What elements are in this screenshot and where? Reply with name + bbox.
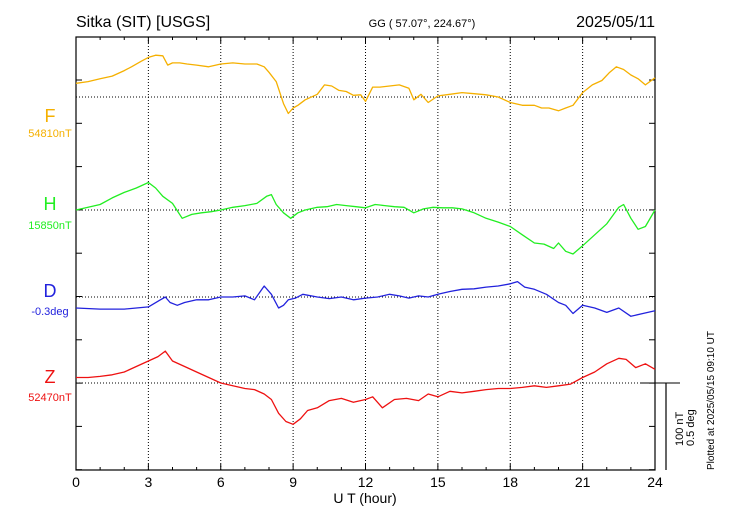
- series-label-layer: F 54810nT H 15850nT D -0.3deg Z 52470nT: [28, 106, 72, 404]
- series-baseline-F: 54810nT: [28, 128, 72, 140]
- series-line-H: [75, 181, 656, 255]
- x-tick-label-3: 3: [144, 474, 152, 490]
- series-line-Z: [76, 350, 656, 425]
- x-tick-label-9: 9: [289, 474, 297, 490]
- series-line-D: [75, 280, 656, 317]
- series-line-F: [75, 54, 656, 115]
- series-name-D: D: [44, 281, 57, 301]
- axis-layer: 0 3 6 9 12 15 18 21 24: [72, 36, 663, 490]
- series-baseline-H: 15850nT: [28, 220, 72, 232]
- x-tick-label-12: 12: [358, 474, 374, 490]
- station-title: Sitka (SIT) [USGS]: [76, 14, 210, 31]
- series-layer: [75, 54, 656, 425]
- station-coords: GG ( 57.07°, 224.67°): [369, 18, 476, 30]
- plotted-timestamp: Plotted at 2025/05/15 09:10 UT: [706, 331, 717, 470]
- plot-date: 2025/05/11: [576, 14, 655, 31]
- x-tick-label-6: 6: [217, 474, 225, 490]
- x-tick-label-15: 15: [430, 474, 446, 490]
- x-tick-label-24: 24: [647, 474, 663, 490]
- x-tick-label-0: 0: [72, 474, 80, 490]
- plot-frame: [75, 36, 656, 471]
- series-name-F: F: [45, 106, 56, 126]
- scale-bar: [640, 382, 680, 470]
- series-name-H: H: [44, 194, 57, 214]
- series-baseline-Z: 52470nT: [28, 392, 72, 404]
- x-tick-label-21: 21: [575, 474, 591, 490]
- series-name-Z: Z: [45, 367, 56, 387]
- series-baseline-D: -0.3deg: [31, 306, 68, 318]
- x-axis-label: U T (hour): [333, 490, 396, 506]
- scale-deg-label: 0.5 deg: [685, 409, 697, 446]
- x-tick-label-18: 18: [502, 474, 518, 490]
- grid-layer: [76, 37, 655, 470]
